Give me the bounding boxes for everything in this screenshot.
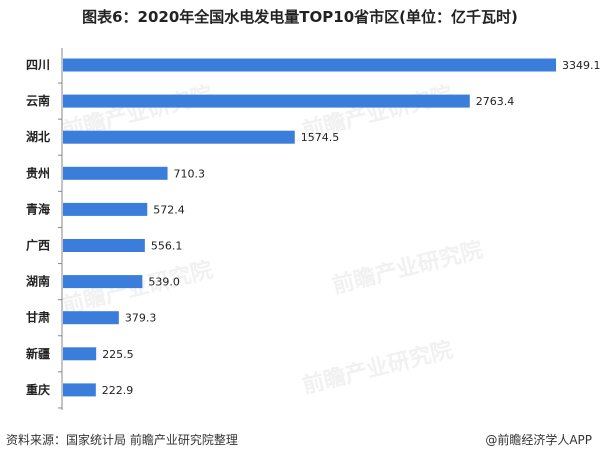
value-label: 556.1: [151, 240, 183, 253]
bar: [63, 311, 119, 325]
category-label: 青海: [26, 201, 50, 216]
value-label: 379.3: [125, 312, 157, 325]
bar: [63, 58, 556, 72]
category-label: 甘肃: [26, 310, 50, 325]
value-label: 1574.5: [301, 131, 340, 144]
value-label: 710.3: [174, 167, 206, 180]
credit-note: @前瞻经济学人APP: [485, 433, 592, 447]
category-label: 湖南: [26, 274, 50, 289]
bar: [63, 275, 143, 289]
bar: [63, 202, 148, 216]
value-label: 222.9: [102, 384, 133, 397]
bar: [63, 239, 145, 252]
value-label: 572.4: [153, 203, 185, 216]
bar: [63, 347, 97, 361]
bar: [63, 383, 96, 397]
category-label: 四川: [26, 58, 50, 72]
value-label: 539.0: [148, 276, 180, 289]
chart-title: 图表6：2020年全国水电发电量TOP10省市区(单位：亿千瓦时): [82, 8, 518, 26]
value-label: 2763.4: [476, 95, 515, 108]
category-label: 贵州: [26, 165, 50, 180]
bar: [63, 130, 295, 144]
source-note: 资料来源：国家统计局 前瞻产业研究院整理: [6, 433, 238, 447]
bar-group: 四川 3349.1 云南 2763.4 湖北 1574.5 贵州 710.3 青海 572.4 广西…: [26, 48, 600, 410]
bar: [63, 94, 470, 108]
category-label: 广西: [26, 238, 50, 253]
category-label: 云南: [26, 93, 50, 108]
value-label: 225.5: [102, 348, 134, 361]
category-label: 湖北: [26, 129, 50, 144]
bar-chart: 四川 3349.1 云南 2763.4 湖北 1574.5 贵州 710.3 青海 572.4 广西…: [26, 48, 600, 410]
category-label: 新疆: [26, 346, 50, 361]
category-label: 重庆: [26, 382, 50, 397]
bar: [63, 166, 168, 180]
value-label: 3349.1: [562, 59, 600, 72]
